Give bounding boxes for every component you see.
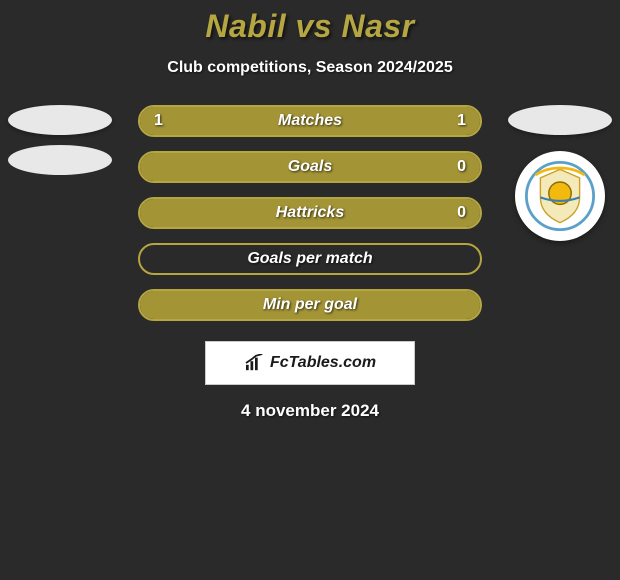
left-player-club-badge [8,145,112,175]
right-player-column [500,105,620,321]
stat-label: Min per goal [140,291,480,319]
stat-bars: 1 Matches 1 Goals 0 Hattricks 0 Goal [120,105,500,321]
stat-label: Goals per match [140,245,480,273]
stat-right-value: 0 [457,153,466,181]
page-title: Nabil vs Nasr [205,8,414,45]
brand-chart-icon [244,354,266,372]
stat-label: Goals [140,153,480,181]
right-player-avatar [508,105,612,135]
club-crest-icon [525,161,595,231]
stat-row-hattricks: Hattricks 0 [138,197,482,229]
stat-label: Hattricks [140,199,480,227]
brand-link[interactable]: FcTables.com [205,341,415,385]
stat-right-value: 0 [457,199,466,227]
stat-row-goals: Goals 0 [138,151,482,183]
stat-row-goals-per-match: Goals per match [138,243,482,275]
update-date: 4 november 2024 [241,401,379,421]
stat-right-value: 1 [457,107,466,135]
stat-row-matches: 1 Matches 1 [138,105,482,137]
page-subtitle: Club competitions, Season 2024/2025 [167,59,452,77]
left-player-avatar [8,105,112,135]
brand-text: FcTables.com [270,354,376,372]
left-player-column [0,105,120,321]
right-player-club-badge [515,151,605,241]
stat-label: Matches [140,107,480,135]
stat-row-min-per-goal: Min per goal [138,289,482,321]
stats-panel: 1 Matches 1 Goals 0 Hattricks 0 Goal [0,105,620,321]
